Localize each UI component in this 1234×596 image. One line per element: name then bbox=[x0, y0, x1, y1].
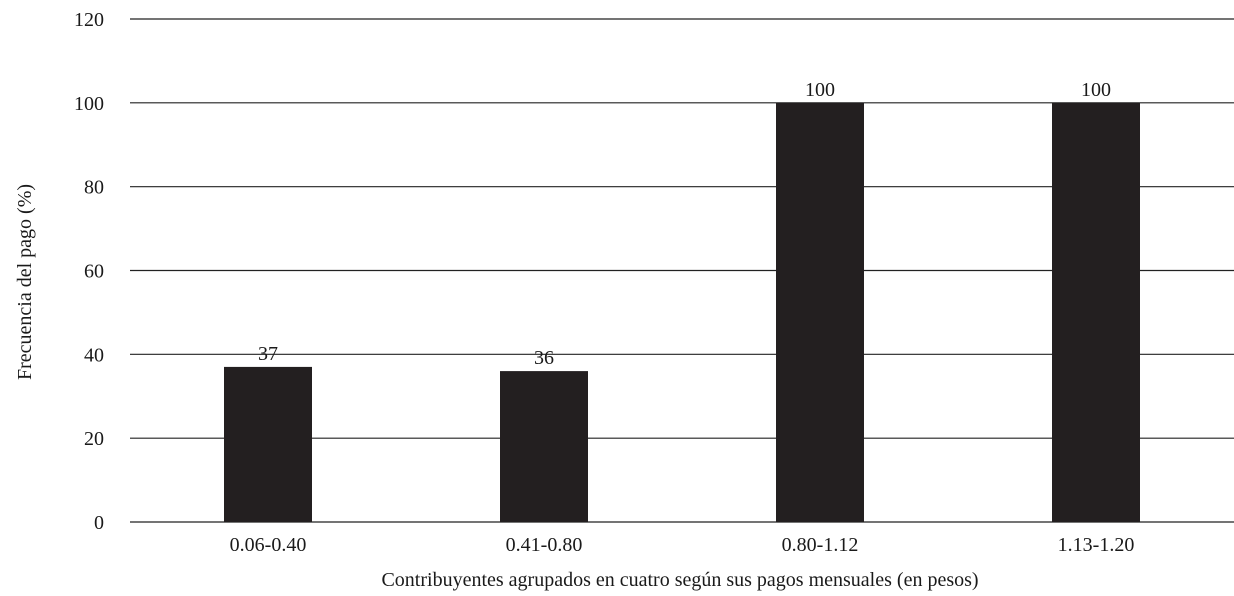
gridlines bbox=[130, 18, 1234, 523]
y-tick-label: 120 bbox=[74, 9, 104, 31]
y-tick-label: 20 bbox=[84, 428, 104, 450]
y-tick-label: 40 bbox=[84, 344, 104, 366]
data-label: 37 bbox=[258, 343, 278, 365]
data-label: 100 bbox=[1081, 79, 1111, 101]
x-axis-title: Contribuyentes agrupados en cuatro según… bbox=[381, 569, 978, 591]
data-labels: 37 36 100 100 bbox=[258, 79, 1111, 369]
y-tick-label: 60 bbox=[84, 261, 104, 283]
y-tick-label: 0 bbox=[94, 512, 104, 534]
y-axis-title: Frecuencia del pago (%) bbox=[14, 184, 36, 380]
x-tick-label: 1.13-1.20 bbox=[1058, 534, 1135, 556]
x-tick-label: 0.80-1.12 bbox=[782, 534, 859, 556]
bar bbox=[224, 366, 312, 522]
bar bbox=[776, 102, 864, 522]
x-tick-label: 0.06-0.40 bbox=[230, 534, 307, 556]
bars bbox=[224, 102, 1140, 522]
y-tick-label: 80 bbox=[84, 177, 104, 199]
data-label: 100 bbox=[805, 79, 835, 101]
bar bbox=[1052, 102, 1140, 522]
y-tick-label: 100 bbox=[74, 93, 104, 115]
x-tick-label: 0.41-0.80 bbox=[506, 534, 583, 556]
y-axis-ticks: 0 20 40 60 80 100 120 bbox=[74, 9, 104, 534]
data-label: 36 bbox=[534, 347, 554, 369]
x-axis-ticks: 0.06-0.40 0.41-0.80 0.80-1.12 1.13-1.20 bbox=[230, 534, 1135, 556]
bar bbox=[500, 371, 588, 522]
